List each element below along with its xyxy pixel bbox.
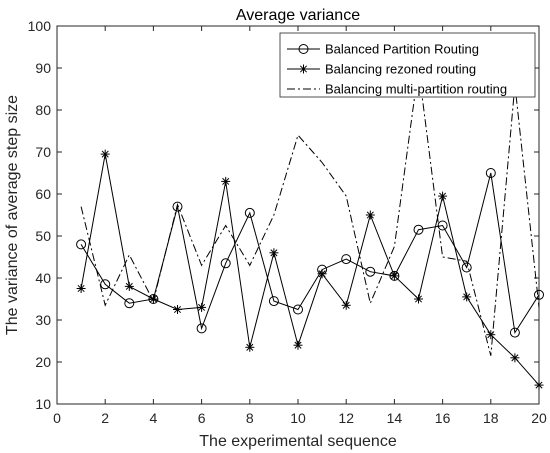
data-point xyxy=(100,279,111,290)
data-point xyxy=(245,342,255,352)
data-point xyxy=(509,327,520,338)
data-point xyxy=(438,191,448,201)
series-line xyxy=(80,154,540,386)
data-point xyxy=(389,271,399,281)
legend-item: Balancing multi-partition routing xyxy=(287,82,507,97)
x-tick-label: 2 xyxy=(101,410,109,426)
legend-label: Balanced Partition Routing xyxy=(325,42,479,57)
data-point xyxy=(365,266,376,277)
data-point xyxy=(414,294,423,304)
data-point xyxy=(486,330,496,340)
data-point xyxy=(317,269,327,279)
y-tick-label: 90 xyxy=(35,60,51,76)
x-axis: 0 2 4 6 8 10 12 14 16 18 20 xyxy=(53,26,547,426)
series-line xyxy=(80,67,540,356)
legend: Balanced Partition Routing Balancing rezo… xyxy=(279,32,536,98)
y-tick-label: 20 xyxy=(35,354,51,370)
data-point xyxy=(100,149,110,159)
x-tick-label: 0 xyxy=(53,410,61,426)
x-tick-label: 8 xyxy=(246,410,254,426)
data-point xyxy=(413,224,424,235)
data-point xyxy=(269,248,279,258)
x-tick-label: 14 xyxy=(387,410,403,426)
data-point xyxy=(268,296,279,307)
x-tick-label: 12 xyxy=(338,410,354,426)
legend-box xyxy=(279,32,536,98)
data-point xyxy=(172,201,183,212)
data-point xyxy=(510,353,520,363)
legend-item: Balanced Partition Routing xyxy=(287,42,479,57)
x-tick-label: 18 xyxy=(483,410,499,426)
x-tick-label: 10 xyxy=(290,410,306,426)
data-point xyxy=(76,239,87,250)
data-point xyxy=(462,292,472,302)
data-point xyxy=(244,207,255,218)
x-tick-label: 6 xyxy=(198,410,206,426)
x-tick-label: 20 xyxy=(531,410,547,426)
data-point xyxy=(485,168,496,178)
data-point xyxy=(534,380,544,390)
data-point xyxy=(293,340,303,350)
legend-label: Balancing multi-partition routing xyxy=(325,82,507,97)
legend-item: Balancing rezoned routing xyxy=(287,62,476,77)
x-axis-title: The experimental sequence xyxy=(199,433,397,450)
series-layer xyxy=(76,67,544,390)
data-point xyxy=(341,300,351,310)
y-tick-label: 80 xyxy=(35,102,51,118)
data-point xyxy=(220,258,231,269)
y-tick-label: 100 xyxy=(28,18,52,34)
data-point xyxy=(196,323,207,334)
data-point xyxy=(124,281,134,291)
data-point xyxy=(365,210,375,220)
legend-marker xyxy=(299,64,308,74)
y-tick-label: 70 xyxy=(35,144,51,160)
x-tick-label: 16 xyxy=(435,410,451,426)
legend-label: Balancing rezoned routing xyxy=(325,62,476,77)
data-point xyxy=(124,298,135,309)
data-point xyxy=(173,305,182,314)
data-point xyxy=(197,302,207,312)
y-tick-label: 60 xyxy=(35,186,51,202)
y-tick-label: 40 xyxy=(35,270,51,286)
data-point xyxy=(293,304,303,315)
series-3 xyxy=(80,67,540,356)
data-point xyxy=(534,289,544,300)
data-point xyxy=(341,254,352,265)
data-point xyxy=(221,176,231,186)
y-tick-label: 30 xyxy=(35,312,51,328)
y-tick-label: 50 xyxy=(35,228,51,244)
y-axis-title: The variance of average step size xyxy=(4,95,21,335)
series-2 xyxy=(76,149,544,390)
chart-title: Average variance xyxy=(236,7,360,24)
legend-marker xyxy=(298,44,309,54)
y-tick-label: 10 xyxy=(35,396,51,412)
x-tick-label: 4 xyxy=(150,410,158,426)
y-axis: 10 20 30 40 50 60 70 80 90 100 xyxy=(28,18,539,412)
data-point xyxy=(76,284,86,293)
